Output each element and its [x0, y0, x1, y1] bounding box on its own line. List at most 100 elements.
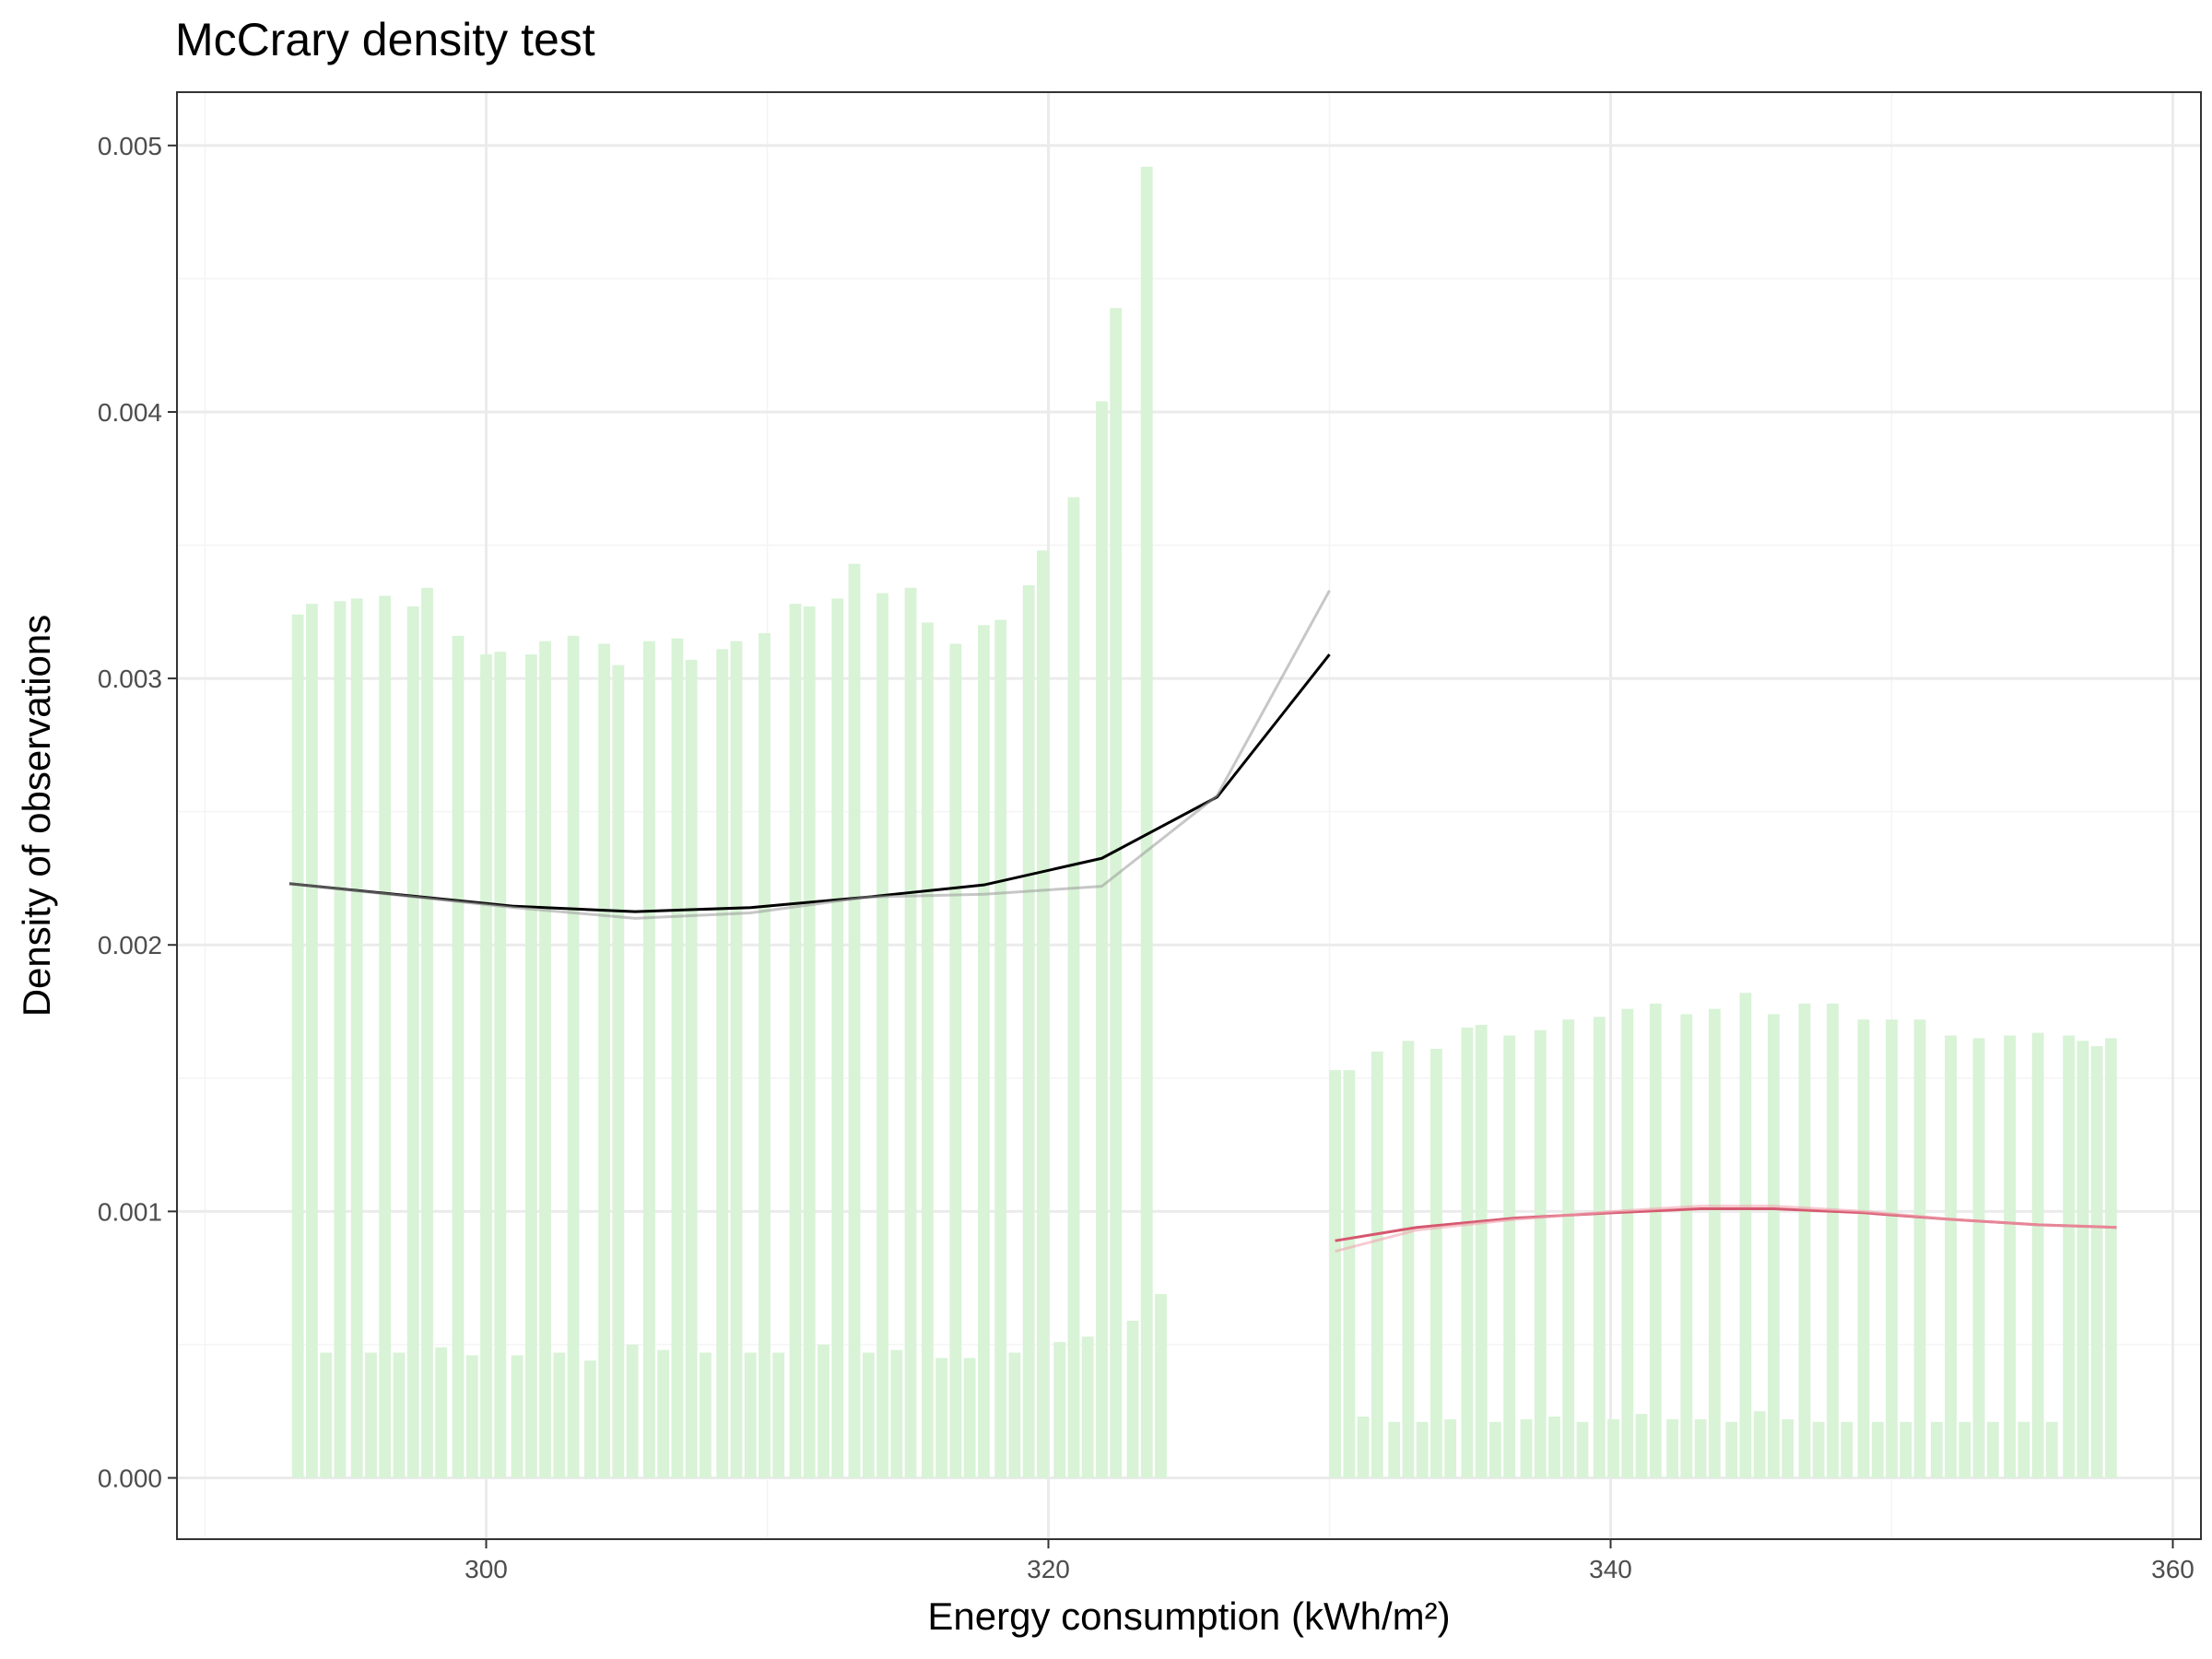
histogram-bar: [2063, 1035, 2076, 1478]
axes: 300 320 340 360 0.000 0.001 0.002 0.003 0.004 0.0…: [98, 132, 2194, 1583]
histogram-bar: [1812, 1421, 1825, 1478]
histogram-bar: [365, 1352, 377, 1478]
histogram-bar: [1534, 1030, 1547, 1478]
histogram-bar: [935, 1358, 948, 1478]
histogram-bar: [452, 635, 465, 1478]
histogram-bar: [379, 595, 392, 1478]
histogram-bar: [1798, 1003, 1811, 1478]
histogram-bar: [890, 1349, 903, 1478]
histogram-bar: [465, 1355, 478, 1478]
histogram-bar: [350, 598, 363, 1478]
histogram-bar: [877, 593, 888, 1478]
histogram-bar: [1140, 166, 1153, 1478]
histogram-bar: [803, 606, 816, 1478]
histogram-bar: [2077, 1041, 2089, 1478]
x-tick-label: 340: [1589, 1555, 1632, 1583]
histogram-bar: [963, 1358, 976, 1478]
y-tick-label: 0.002: [98, 931, 162, 959]
histogram-bar: [977, 625, 990, 1478]
histogram-bar: [480, 654, 492, 1478]
histogram-bar: [744, 1352, 757, 1478]
histogram-bar: [1562, 1019, 1575, 1478]
histogram-bar: [1520, 1418, 1533, 1478]
histogram-bar: [1959, 1421, 1971, 1478]
histogram-bar: [1461, 1027, 1474, 1478]
histogram-bar: [1649, 1003, 1662, 1478]
histogram-bar: [1753, 1411, 1766, 1478]
histogram-bar: [1945, 1035, 1957, 1478]
histogram-bar: [772, 1352, 785, 1478]
histogram-bar: [494, 652, 507, 1478]
x-axis-title: Energy consumption (kWh/m²): [927, 1594, 1450, 1638]
histogram-bar: [334, 601, 347, 1478]
density-fit-line: [1335, 1205, 2117, 1253]
histogram-bar: [2045, 1421, 2058, 1478]
histogram-bar: [553, 1352, 566, 1478]
histogram-bar: [2104, 1038, 2117, 1478]
histogram-bar: [1739, 993, 1752, 1478]
histogram-bar: [1475, 1024, 1488, 1478]
histogram-bar: [1782, 1418, 1794, 1478]
histogram-bar: [1110, 308, 1123, 1478]
histogram-bar: [567, 635, 580, 1478]
histogram-bar: [583, 1360, 596, 1478]
histogram-bar: [1067, 497, 1080, 1478]
density-fit-lines: [288, 589, 2117, 1253]
histogram-bar: [2090, 1046, 2103, 1478]
x-tick-label: 320: [1027, 1555, 1070, 1583]
histogram-bar: [1900, 1421, 1912, 1478]
histogram-bar: [393, 1352, 406, 1478]
histogram-bar: [1621, 1008, 1634, 1478]
histogram-bar: [685, 659, 698, 1478]
panel-border: [176, 91, 2202, 1540]
y-tick-label: 0.005: [98, 132, 162, 160]
histogram-bar: [1329, 1070, 1342, 1478]
y-tick-label: 0.001: [98, 1197, 162, 1226]
histogram-bar: [1930, 1421, 1943, 1478]
histogram-bar: [2031, 1032, 2044, 1478]
x-tick-label: 360: [2151, 1555, 2194, 1583]
histogram-bar: [1022, 584, 1035, 1478]
histogram-bar: [848, 563, 861, 1478]
histogram-bar: [1857, 1019, 1870, 1478]
histogram-bar: [1593, 1017, 1606, 1478]
histogram-bar: [435, 1347, 448, 1478]
histogram-bar: [759, 632, 771, 1478]
histogram-bar: [626, 1344, 639, 1478]
histogram-bar: [1666, 1418, 1679, 1478]
histogram-bar: [421, 587, 433, 1478]
histogram-bar: [1357, 1416, 1370, 1478]
histogram-bar: [789, 604, 802, 1478]
y-tick-label: 0.003: [98, 665, 162, 693]
histogram-bar: [862, 1352, 875, 1478]
y-tick-label: 0.004: [98, 398, 162, 427]
histogram-bar: [716, 649, 729, 1478]
histogram-bar: [320, 1352, 333, 1478]
histogram-bar: [1827, 1003, 1839, 1478]
histogram-bar: [511, 1355, 524, 1478]
histogram-bar: [1126, 1320, 1139, 1478]
chart-title: McCrary density test: [175, 14, 595, 65]
histogram-bar: [1548, 1416, 1560, 1478]
histogram-bar: [305, 604, 318, 1478]
histogram-bar: [949, 643, 962, 1478]
histogram-bar: [1986, 1421, 1999, 1478]
y-tick-label: 0.000: [98, 1464, 162, 1492]
histogram-bar: [1081, 1336, 1094, 1478]
histogram-bar: [1767, 1014, 1780, 1478]
histogram-bar: [1096, 401, 1108, 1478]
histogram-bar: [642, 641, 655, 1478]
histogram-bar: [1503, 1035, 1516, 1478]
histogram-bar: [1430, 1048, 1442, 1478]
histogram-bar: [524, 654, 537, 1478]
histogram-bar: [1053, 1342, 1066, 1478]
y-axis-title: Density of observations: [15, 615, 58, 1018]
histogram-bar: [818, 1344, 830, 1478]
histogram-bar: [1841, 1421, 1853, 1478]
histogram-bar: [612, 665, 625, 1478]
histogram-bar: [1913, 1019, 1926, 1478]
histogram-bar: [1725, 1421, 1738, 1478]
histogram-bar: [1576, 1421, 1589, 1478]
